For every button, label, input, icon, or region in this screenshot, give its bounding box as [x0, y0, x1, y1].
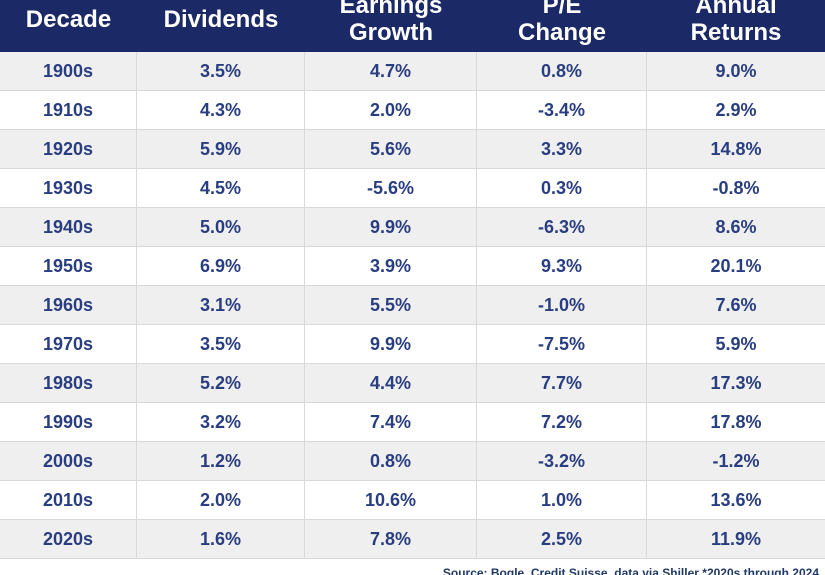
decade-cell: 1960s [0, 286, 137, 324]
value-cell: -0.8% [712, 177, 760, 198]
value-cell: 10.6% [305, 481, 477, 519]
value-cell: 9.3% [477, 247, 647, 285]
value-cell: -7.5% [477, 325, 647, 363]
decade-cell: 1990s [0, 403, 137, 441]
value-cell: -1.2% [712, 450, 760, 471]
value-cell: 5.9% [137, 130, 305, 168]
table-row: 1990s 3.2% 7.4% 7.2% 17.8% [0, 403, 825, 442]
decade-cell: 1950s [0, 247, 137, 285]
table-header: Decade Dividends Earnings Growth P/E Change An… [0, 0, 825, 52]
decade-cell: 1940s [0, 208, 137, 246]
decade-cell: 1900s [0, 52, 137, 90]
header-label-line: P/E [542, 0, 582, 19]
value-cell: 13.6% [710, 489, 762, 510]
decade-cell: 2010s [0, 481, 137, 519]
header-cell-p-e-change: P/E Change [477, 0, 647, 52]
value-cell: -3.2% [477, 442, 647, 480]
table-row: 1940s 5.0% 9.9% -6.3% 8.6% [0, 208, 825, 247]
returns-by-decade-table: Decade Dividends Earnings Growth P/E Change An… [0, 0, 825, 559]
header-cell-earnings-growth: Earnings Growth [305, 0, 477, 52]
table-body: 1900s 3.5% 4.7% 0.8% 9.0% 1910s 4.3% 2.0% -3.4% 2… [0, 52, 825, 559]
decade-cell: 2000s [0, 442, 137, 480]
decade-cell: 1930s [0, 169, 137, 207]
table-header-row: Decade Dividends Earnings Growth P/E Change An… [0, 0, 825, 52]
value-cell: 5.6% [305, 130, 477, 168]
value-cell: 7.6% [715, 294, 757, 315]
table-row: 2000s 1.2% 0.8% -3.2% -1.2% [0, 442, 825, 481]
value-cell: 1.6% [137, 520, 305, 558]
value-cell: 2.0% [305, 91, 477, 129]
value-cell: 11.9% [710, 528, 762, 549]
header-cell-decade: Decade [0, 0, 137, 52]
header-label-line: Decade [25, 5, 112, 33]
decade-cell: 1920s [0, 130, 137, 168]
value-cell: 8.6% [715, 216, 757, 237]
header-label-line: Change [517, 19, 606, 46]
value-cell: -5.6% [305, 169, 477, 207]
header-label-line: Annual [695, 0, 777, 19]
value-cell: 3.3% [477, 130, 647, 168]
value-cell: 4.5% [137, 169, 305, 207]
value-cell: 9.9% [305, 208, 477, 246]
header-label-line: Returns [690, 19, 782, 46]
value-cell: 7.8% [305, 520, 477, 558]
decade-cell: 1970s [0, 325, 137, 363]
table-row: 1980s 5.2% 4.4% 7.7% 17.3% [0, 364, 825, 403]
value-cell: 3.5% [137, 325, 305, 363]
value-cell: -1.0% [477, 286, 647, 324]
value-cell: -6.3% [477, 208, 647, 246]
table-row: 2020s 1.6% 7.8% 2.5% 11.9% [0, 520, 825, 559]
value-cell: 5.5% [305, 286, 477, 324]
value-cell: 9.0% [715, 60, 757, 81]
value-cell: 3.2% [137, 403, 305, 441]
table-row: 1950s 6.9% 3.9% 9.3% 20.1% [0, 247, 825, 286]
table-row: 1910s 4.3% 2.0% -3.4% 2.9% [0, 91, 825, 130]
header-label-line: Growth [349, 19, 433, 46]
value-cell: 9.9% [305, 325, 477, 363]
value-cell: 2.0% [137, 481, 305, 519]
value-cell: 4.4% [305, 364, 477, 402]
value-cell: 17.3% [710, 372, 762, 393]
value-cell: 14.8% [710, 138, 762, 159]
value-cell: 3.5% [137, 52, 305, 90]
value-cell: 7.2% [477, 403, 647, 441]
table-row: 1900s 3.5% 4.7% 0.8% 9.0% [0, 52, 825, 91]
table-row: 1920s 5.9% 5.6% 3.3% 14.8% [0, 130, 825, 169]
header-label-line: Earnings [339, 0, 443, 19]
table-row: 2010s 2.0% 10.6% 1.0% 13.6% [0, 481, 825, 520]
value-cell: 4.3% [137, 91, 305, 129]
value-cell: 0.8% [477, 52, 647, 90]
value-cell: 20.1% [710, 255, 762, 276]
value-cell: 6.9% [137, 247, 305, 285]
header-cell-dividends: Dividends [137, 0, 305, 52]
value-cell: 0.8% [305, 442, 477, 480]
value-cell: 17.8% [710, 411, 762, 432]
value-cell: 7.7% [477, 364, 647, 402]
value-cell: 5.2% [137, 364, 305, 402]
decade-cell: 1910s [0, 91, 137, 129]
value-cell: 0.3% [477, 169, 647, 207]
value-cell: 3.9% [305, 247, 477, 285]
value-cell: 1.0% [477, 481, 647, 519]
table-row: 1970s 3.5% 9.9% -7.5% 5.9% [0, 325, 825, 364]
decade-cell: 1980s [0, 364, 137, 402]
table-row: 1930s 4.5% -5.6% 0.3% -0.8% [0, 169, 825, 208]
value-cell: 5.0% [137, 208, 305, 246]
header-cell-annual-returns: Annual Returns [647, 0, 825, 52]
value-cell: 1.2% [137, 442, 305, 480]
table-row: 1960s 3.1% 5.5% -1.0% 7.6% [0, 286, 825, 325]
value-cell: 7.4% [305, 403, 477, 441]
value-cell: 5.9% [715, 333, 757, 354]
value-cell: 2.5% [477, 520, 647, 558]
value-cell: 2.9% [715, 99, 757, 120]
value-cell: 3.1% [137, 286, 305, 324]
value-cell: 4.7% [305, 52, 477, 90]
value-cell: -3.4% [477, 91, 647, 129]
source-attribution: Source: Bogle, Credit Suisse, data via S… [442, 566, 819, 575]
decade-cell: 2020s [0, 520, 137, 558]
header-label-line: Dividends [163, 5, 279, 33]
